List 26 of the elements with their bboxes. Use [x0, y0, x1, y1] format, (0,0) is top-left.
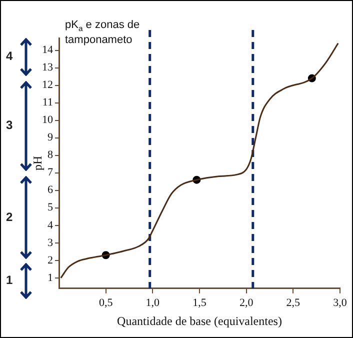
y-tick-label: 10: [42, 114, 54, 126]
y-tick-label: 7: [48, 166, 54, 179]
y-tick-label: 3: [48, 236, 54, 249]
x-tick-label: 3,0: [333, 296, 348, 309]
y-tick-label: 1: [48, 272, 53, 284]
y-tick-label: 14: [42, 44, 54, 56]
y-tick-label: 5: [48, 202, 54, 214]
y-tick-label: 8: [48, 149, 54, 162]
y-tick-label: 13: [42, 62, 54, 74]
y-tick-label: 12: [42, 79, 53, 92]
y-tick-label: 6: [48, 184, 54, 196]
x-tick-label: 2,0: [239, 296, 254, 309]
x-tick-label: 0,5: [98, 296, 114, 309]
x-axis-title: Quantidade de base (equivalentes): [117, 314, 282, 328]
x-tick-label: 1,0: [146, 296, 160, 309]
y-tick-label: 11: [42, 96, 53, 109]
y-axis-title: pH: [30, 156, 44, 171]
y-tick-label: 4: [48, 219, 54, 232]
y-tick-label: 2: [48, 254, 53, 266]
x-tick-label: 1,5: [192, 296, 207, 309]
y-tick-label: 9: [48, 132, 54, 144]
x-tick-label: 2,5: [286, 296, 301, 309]
text: 4: [6, 49, 13, 63]
text: 2: [6, 210, 13, 224]
text: 1: [6, 273, 13, 287]
text: 3: [6, 118, 13, 132]
